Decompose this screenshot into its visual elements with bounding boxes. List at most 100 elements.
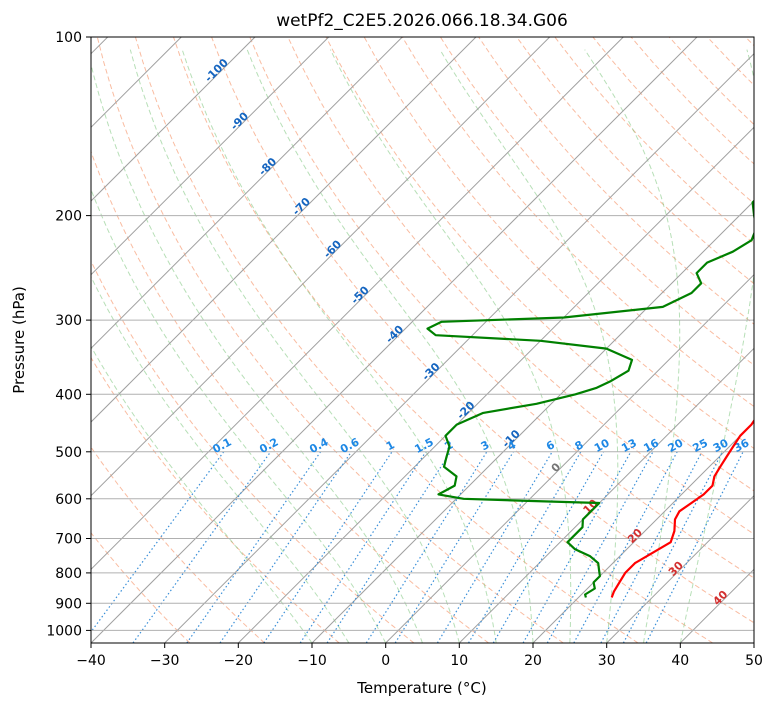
mixing-ratio-label: 10 (592, 436, 612, 455)
isotherm-label: -50 (349, 283, 372, 306)
moist-adiabat-line (329, 49, 572, 643)
moist-adiabat-line (439, 49, 619, 643)
isotherm-line (532, 421, 754, 643)
dry-adiabat-line (516, 37, 754, 285)
y-tick-label: 800 (55, 566, 82, 582)
dry-adiabat-line (96, 37, 564, 643)
y-tick-label: 200 (55, 209, 82, 225)
y-axis-title: Pressure (hPa) (10, 286, 28, 394)
x-tick-label: −20 (224, 653, 254, 669)
x-tick-label: −30 (150, 653, 180, 669)
sounding-series (426, 199, 754, 598)
moist-adiabat-line (91, 275, 350, 643)
y-tick-label: 700 (55, 532, 82, 548)
sounding-line (426, 199, 754, 598)
isotherm-label: -100 (202, 56, 231, 85)
mixing-ratio-line (573, 451, 678, 643)
isotherm-line (91, 37, 551, 497)
isotherm-line (164, 52, 754, 643)
dry-adiabat-line (211, 37, 754, 624)
mixing-ratio-line (436, 451, 553, 643)
dry-adiabat-line (91, 356, 340, 643)
y-tick-label: 400 (55, 387, 82, 403)
dry-adiabat-line (668, 37, 754, 126)
isotherm-line (679, 568, 754, 643)
mixing-ratio-label: 20 (666, 436, 686, 455)
mixing-ratio-line (546, 451, 654, 643)
mixing-ratio-line (132, 451, 272, 643)
isotherm-label: 20 (625, 526, 645, 546)
dry-adiabat-line (287, 37, 754, 535)
y-axis-ticks: 100 200 300 400 500 600 700 800 900 1000 (46, 30, 91, 639)
isotherm-label: 40 (710, 588, 730, 608)
dry-adiabat-line (134, 37, 639, 643)
isotherm-label: 30 (666, 559, 686, 579)
dry-adiabat-line (249, 37, 754, 579)
chart-title: wetPf2_C2E5.2026.066.18.34.G06 (276, 11, 568, 31)
dry-adiabat-line (554, 37, 754, 245)
isotherm-line (91, 37, 403, 350)
dry-adiabat-line (745, 37, 754, 47)
mixing-ratio-label: 0.6 (338, 435, 362, 456)
dry-adiabat-line (592, 37, 754, 205)
isotherm-line (91, 37, 256, 202)
mixing-ratio-label: 25 (690, 436, 710, 455)
isotherm-line (458, 347, 754, 643)
x-tick-label: 40 (671, 653, 689, 669)
x-tick-label: 50 (745, 653, 763, 669)
x-tick-label: 30 (598, 653, 616, 669)
x-tick-label: 10 (450, 653, 468, 669)
pressure-gridlines (91, 36, 754, 631)
isotherm-line (311, 200, 754, 643)
x-tick-label: 20 (524, 653, 542, 669)
isotherm-label: -60 (321, 237, 344, 260)
dry-adiabat-line (91, 150, 489, 643)
moist-adiabat-line (91, 188, 387, 643)
isotherm-line (91, 37, 624, 571)
isotherm-line (753, 642, 754, 643)
isotherm-label: 10 (581, 497, 601, 517)
dry-adiabat-line (401, 37, 754, 408)
moist-adiabat-line (246, 49, 534, 643)
mixing-ratio-line (326, 451, 452, 643)
moist-adiabat-line (91, 345, 313, 643)
mixing-ratio-line (186, 451, 322, 643)
dry-adiabat-line (91, 446, 265, 643)
x-axis-ticks: −40 −30 −20 −10 0 10 20 30 40 50 (76, 643, 763, 669)
dry-adiabat-line (439, 37, 754, 366)
mixing-ratio-line (394, 451, 514, 643)
x-axis-title: Temperature (°C) (356, 679, 486, 697)
y-tick-label: 300 (55, 313, 82, 329)
dry-adiabat-line (91, 259, 415, 643)
mixing-ratio-line (600, 451, 703, 643)
y-tick-label: 100 (55, 30, 82, 46)
y-tick-label: 1000 (46, 623, 82, 639)
mixing-ratio-label: 1 (384, 438, 397, 453)
moist-adiabat-line (679, 49, 754, 643)
dry-adiabat-line (706, 37, 754, 86)
dry-adiabat-line (325, 37, 754, 492)
moist-adiabat-line (129, 49, 460, 643)
y-tick-label: 900 (55, 596, 82, 612)
x-tick-label: −10 (297, 653, 327, 669)
isotherm-label: -90 (228, 109, 251, 132)
dry-adiabat-line (91, 532, 191, 643)
mixing-ratio-label: 16 (641, 436, 661, 455)
mixing-ratio-line (492, 451, 605, 643)
isotherm-line (91, 37, 698, 643)
moist-adiabat-line (181, 49, 497, 643)
isotherm-line (606, 494, 754, 643)
mixing-ratio-label: 0.4 (307, 435, 331, 456)
isotherm-line (385, 273, 754, 643)
mixing-ratio-label: 30 (711, 436, 731, 455)
mixing-ratio-line (91, 451, 225, 633)
moist-adiabat-line (584, 49, 681, 643)
mixing-ratio-line (522, 451, 632, 643)
x-tick-label: −40 (76, 653, 106, 669)
plot-frame (90, 36, 755, 644)
isotherm-label: -20 (454, 399, 477, 422)
background-lines (91, 37, 754, 643)
mixing-ratio-label: 0.1 (210, 435, 233, 456)
mixing-ratio-line (467, 451, 582, 643)
